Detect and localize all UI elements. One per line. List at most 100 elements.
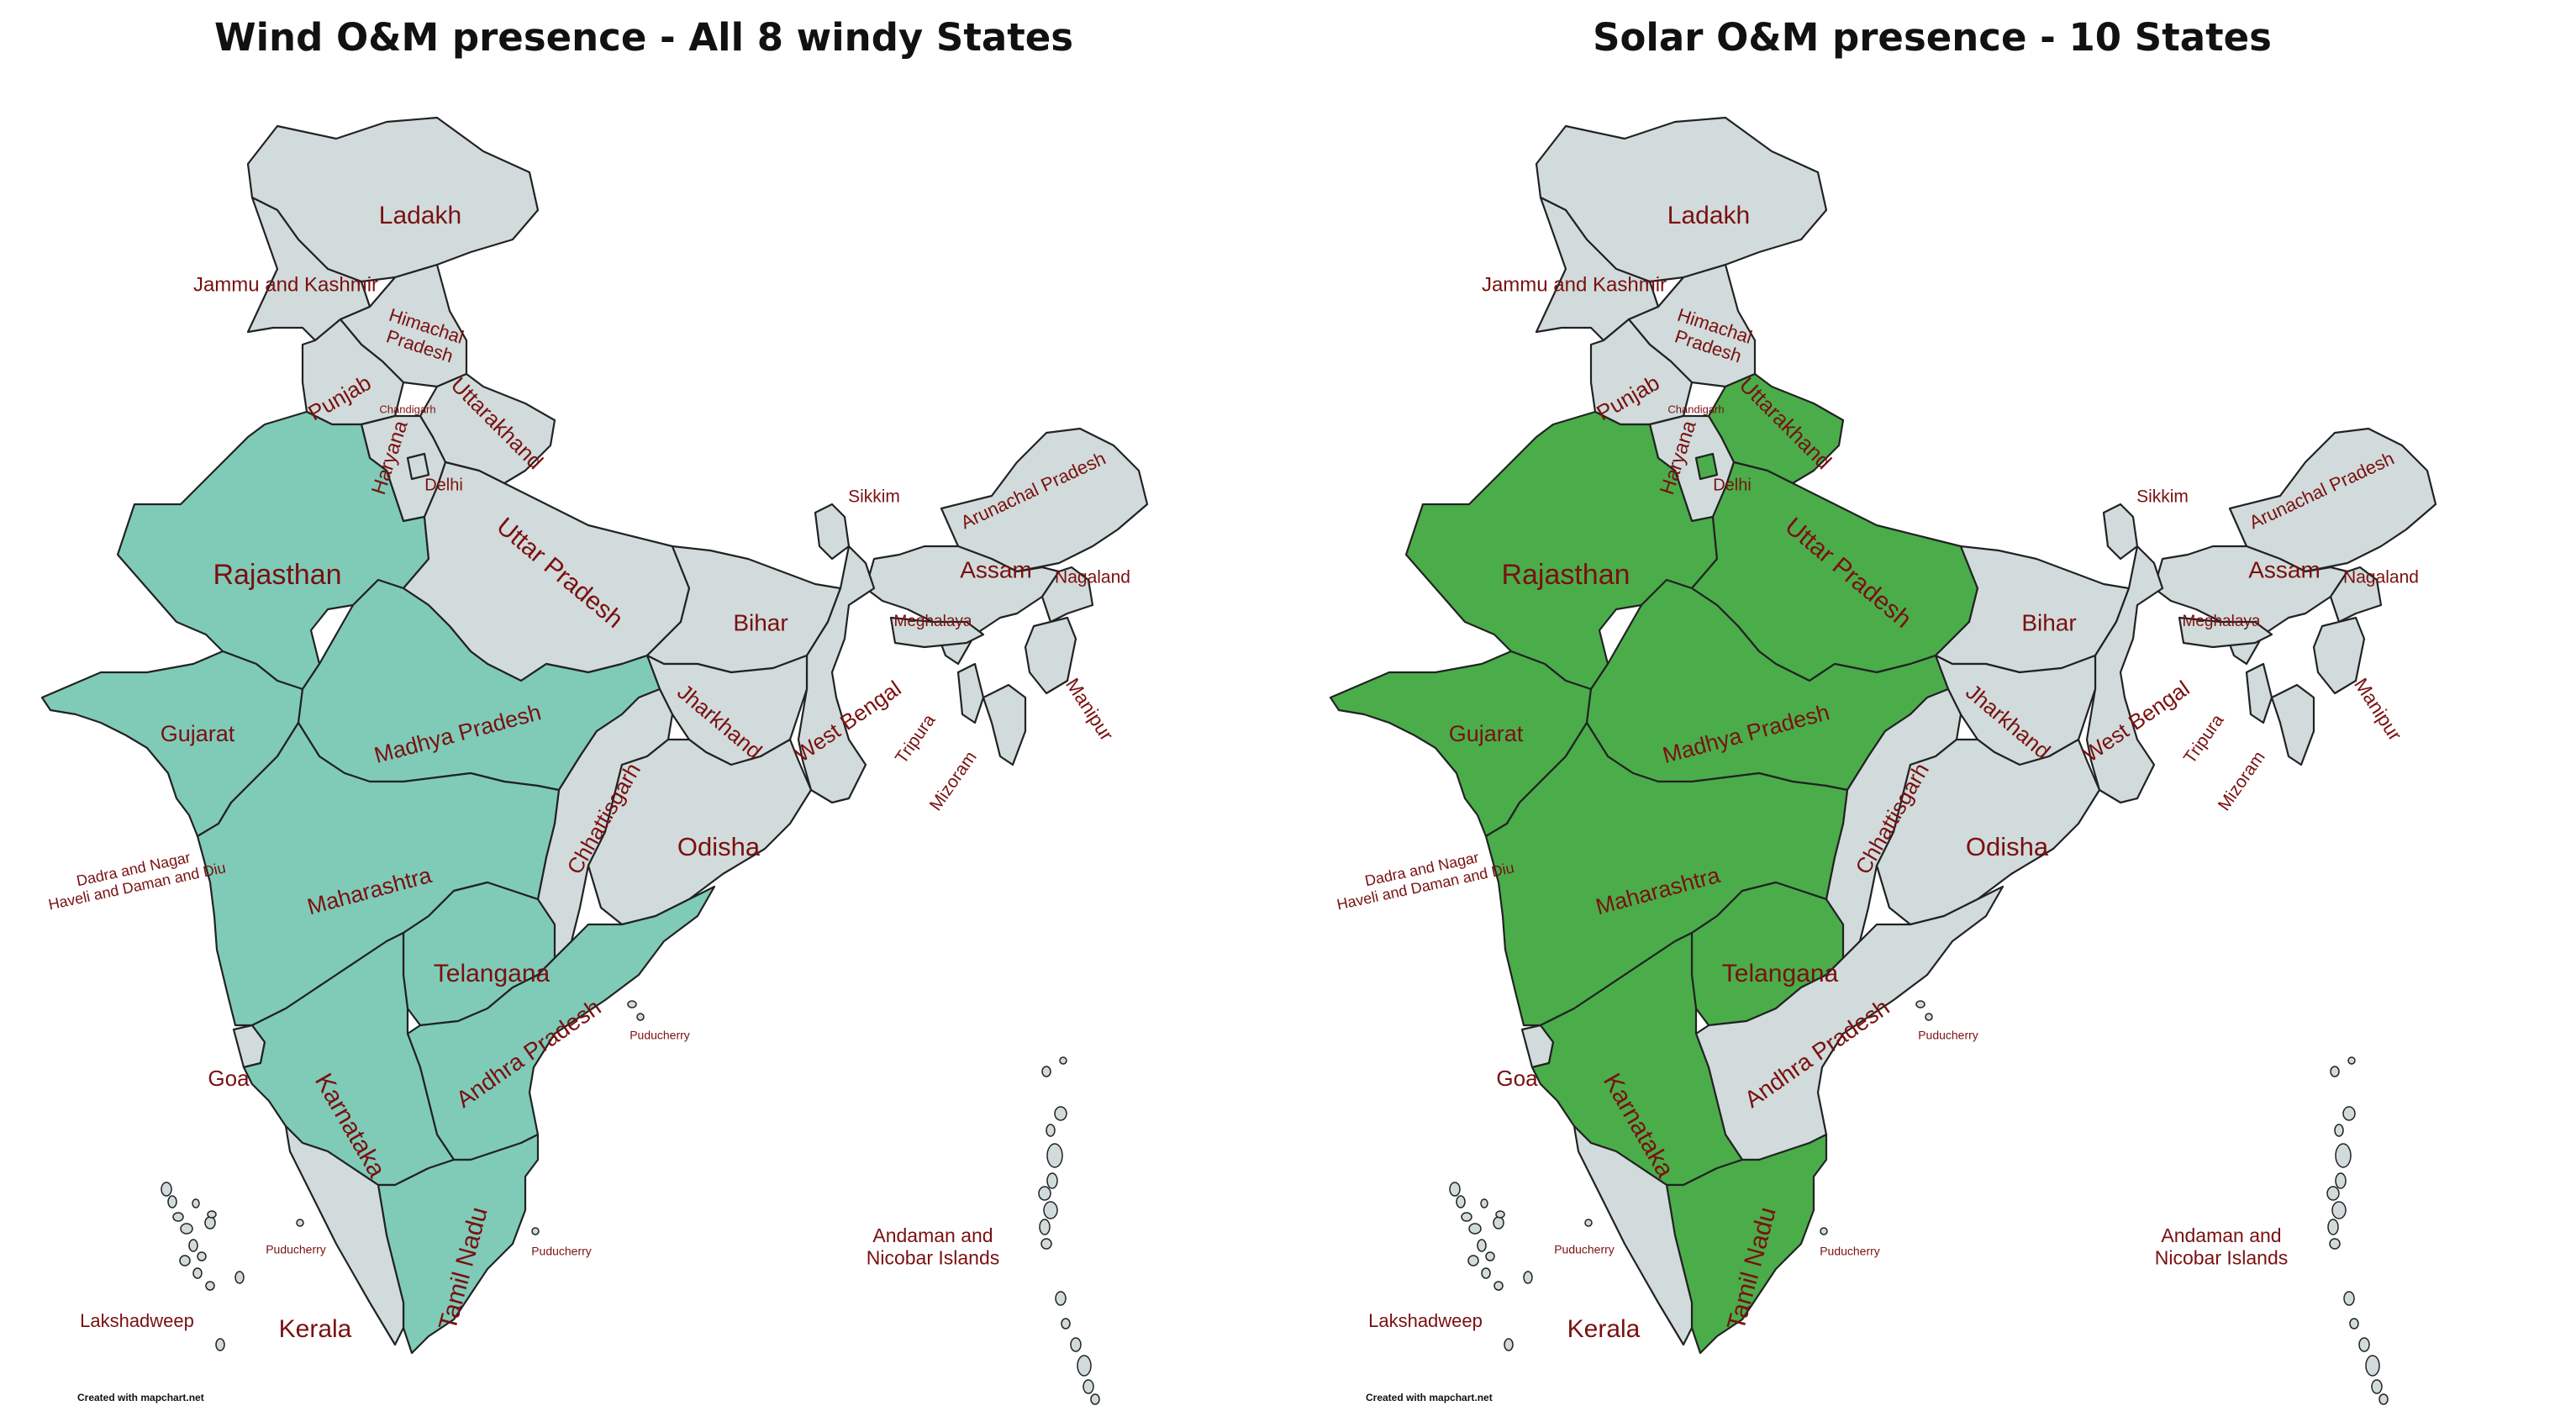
island [1495,1210,1505,1219]
island [1046,1124,1056,1137]
label-odisha: Odisha [677,832,761,861]
island [2371,1379,2383,1394]
label-puducherry: Puducherry [1554,1243,1615,1256]
state-west-bengal [2085,545,2164,804]
label-goa: Goa [208,1066,250,1091]
state-delhi [1694,452,1719,481]
island [215,1338,225,1351]
wind-map-credit: Created with mapchart.net [77,1392,204,1403]
island [1584,1219,1593,1227]
state-punjab [301,318,405,426]
label-puducherry: Puducherry [1820,1245,1880,1258]
island [1449,1182,1461,1197]
state-kerala [1572,1124,1694,1346]
island [161,1182,172,1197]
island [1915,1000,1925,1008]
island [1493,1281,1504,1291]
island [2331,1201,2347,1219]
label-ladakh: Ladakh [1667,202,1750,229]
island [2327,1219,2339,1235]
island [1925,1013,1933,1021]
island [1820,1227,1828,1235]
label-manipur: Manipur [1061,674,1118,745]
state-odisha [1875,738,2101,926]
island [1041,1066,1051,1077]
label-delhi: Delhi [1713,476,1752,494]
state-tripura [956,662,985,724]
state-assam [864,545,1061,666]
island [204,1216,216,1230]
state-mizoram [982,683,1027,766]
island [2343,1291,2355,1306]
label-chandigarh: Chandigarh [379,403,435,415]
label-chandigarh: Chandigarh [1667,403,1724,415]
state-kerala [284,1124,405,1346]
state-sikkim [814,503,851,561]
island [2378,1393,2389,1405]
label-manipur: Manipur [2350,674,2406,745]
island [2329,1238,2341,1250]
island [1456,1195,1466,1208]
label-bihar: Bihar [733,609,788,635]
label-dnh: Dadra and NagarHaveli and Daman and Diu [1331,842,1515,914]
label-jk: Jammu and Kashmir [1482,273,1667,296]
state-meghalaya [889,616,985,649]
state-arunachal-pradesh [2228,427,2437,573]
island [205,1281,215,1291]
state-odisha [587,738,813,926]
label-rajasthan: Rajasthan [1501,559,1630,591]
island [296,1219,304,1227]
island [192,1267,203,1279]
island [179,1255,191,1266]
label-nagaland: Nagaland [1055,568,1130,587]
label-tripura: Tripura [2180,711,2228,767]
island [1059,1056,1067,1065]
label-andaman: Andaman and Nicobar Islands [867,1224,1000,1268]
label-meghalaya: Meghalaya [2183,613,2261,630]
label-kerala: Kerala [1567,1315,1641,1343]
label-telangana: Telangana [434,960,550,987]
label-tripura: Tripura [892,711,940,767]
island [627,1000,637,1008]
island [636,1013,645,1021]
state-sikkim [2102,503,2139,561]
island [2330,1066,2340,1077]
state-tripura [2245,662,2273,724]
island [1523,1271,1533,1284]
island [1046,1172,1058,1189]
island [1090,1393,1100,1405]
island [2365,1355,2380,1377]
island [1485,1251,1495,1261]
state-rajasthan [116,410,430,691]
island [192,1198,200,1208]
island [1054,1106,1067,1121]
state-assam [2152,545,2349,666]
label-gujarat: Gujarat [1449,721,1524,746]
label-meghalaya: Meghalaya [894,613,972,630]
island [1039,1219,1051,1235]
label-assam: Assam [2248,556,2321,582]
label-delhi: Delhi [424,476,463,494]
island [1070,1337,1082,1352]
island [2335,1143,2352,1168]
label-sikkim: Sikkim [2136,487,2189,507]
label-bihar: Bihar [2021,609,2076,635]
state-rajasthan [1404,410,1719,691]
island [1467,1255,1479,1266]
island [1077,1355,1092,1377]
solar-map-panel: Solar O&M presence - 10 States Ladakh Jam… [1288,0,2576,1427]
state-manipur [2312,616,2366,695]
state-mizoram [2270,683,2315,766]
island [1043,1201,1058,1219]
label-jk: Jammu and Kashmir [193,273,378,296]
solar-map-credit: Created with mapchart.net [1366,1392,1493,1403]
island [2349,1318,2359,1330]
state-punjab [1589,318,1694,426]
island [1040,1238,1052,1250]
label-odisha: Odisha [1966,832,2049,861]
island [1055,1291,1067,1306]
island [197,1251,207,1261]
island [1083,1379,1094,1394]
island [234,1271,245,1284]
island [167,1195,177,1208]
